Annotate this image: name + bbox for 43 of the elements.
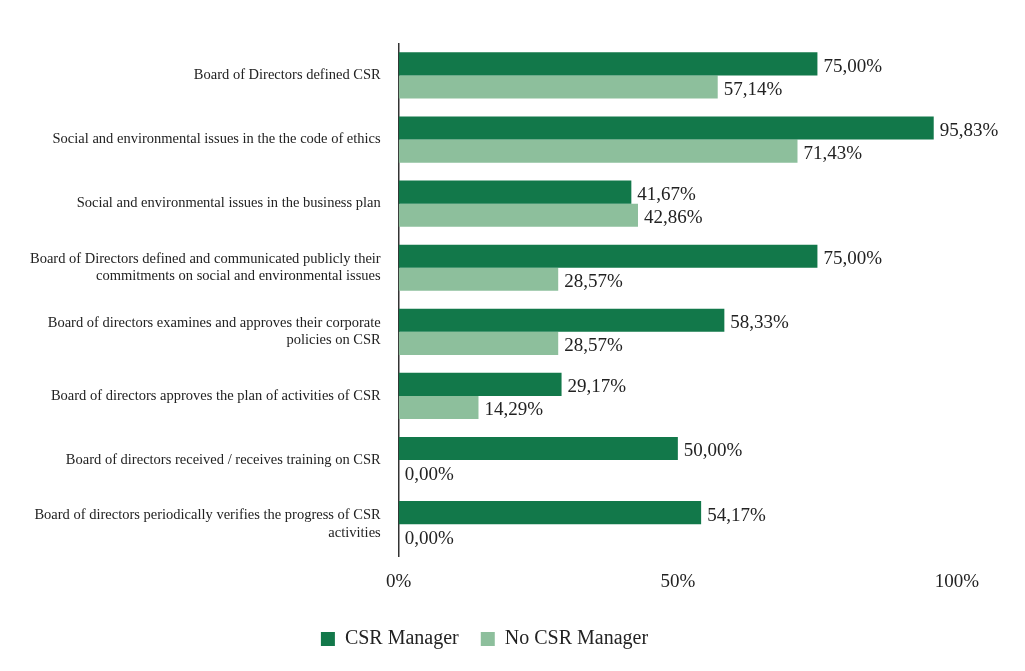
y-tick-label: Board of directors received / receives training on CSR [65, 450, 382, 467]
bar [398, 372, 562, 396]
data-label: 75,00% [823, 54, 883, 76]
legend-label: CSR Manager [344, 626, 460, 650]
legend-label: No CSR Manager [504, 626, 649, 650]
bar [398, 395, 479, 420]
x-tick-label: 50% [660, 569, 696, 591]
bar [398, 180, 632, 204]
x-tick-label: 0% [386, 569, 412, 591]
data-label: 71,43% [803, 142, 863, 164]
data-label: 0,00% [404, 526, 454, 548]
y-tick-label: Board of Directors defined and communicated publicly their commitments on social and environmental issues [29, 249, 382, 284]
bar [398, 267, 559, 291]
bar [398, 203, 638, 227]
bar [398, 139, 798, 163]
y-tick-label: Board of directors periodically verifies the progress of CSR activities [34, 506, 382, 540]
y-tick-label: Board of Directors defined CSR [193, 66, 382, 83]
y-tick-label: Board of directors approves the plan of activities of CSR [50, 386, 382, 403]
y-tick-label: Board of directors examines and approves their corporate policies on CSR [47, 313, 382, 348]
data-label: 95,83% [939, 119, 999, 140]
bar [398, 501, 702, 525]
bar [398, 52, 818, 76]
data-label: 28,57% [564, 334, 623, 356]
data-label: 58,33% [730, 311, 790, 333]
bar [398, 244, 818, 268]
data-label: 41,67% [637, 183, 697, 205]
data-label: 75,00% [823, 247, 883, 269]
y-tick-label: Social and environmental issues in the the code of ethics [52, 130, 382, 147]
bar [398, 436, 678, 461]
data-label: 29,17% [567, 375, 627, 397]
data-label: 0,00% [404, 462, 454, 484]
data-label: 42,86% [643, 206, 703, 228]
data-label: 50,00% [683, 439, 743, 461]
x-tick-label: 100% [934, 569, 980, 591]
data-label: 54,17% [707, 503, 766, 525]
data-label: 57,14% [723, 77, 783, 99]
bar [398, 75, 718, 99]
y-tick-label: Social and environmental issues in the business plan [76, 194, 382, 211]
data-label: 14,29% [484, 398, 544, 420]
bar [398, 116, 934, 140]
data-label: 28,57% [564, 270, 623, 292]
bar [398, 308, 725, 332]
bar [398, 331, 559, 355]
